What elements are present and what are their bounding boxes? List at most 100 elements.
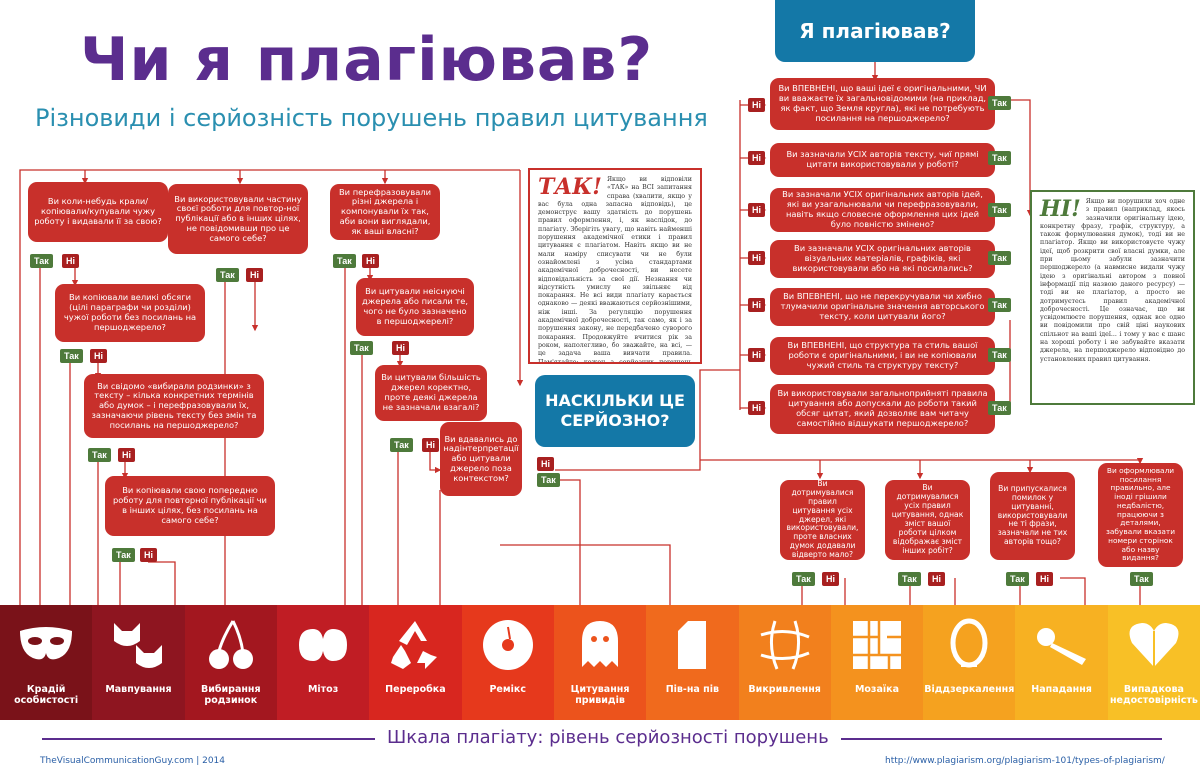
no-label: Ні xyxy=(748,98,765,112)
page-title: Чи я плагіював? xyxy=(80,25,654,95)
no-label: Ні xyxy=(90,349,107,363)
no-label: Ні xyxy=(748,348,765,362)
yes-label: Так xyxy=(1130,572,1153,586)
footer-source-link[interactable]: http://www.plagiarism.org/plagiarism-101… xyxy=(885,756,1165,766)
mosaic-icon xyxy=(847,615,907,675)
question-self-plagiarism: Ви копіювали свою попередню роботу для п… xyxy=(105,476,275,536)
no-note-heading: НІ! xyxy=(1040,196,1081,222)
recycle-icon xyxy=(385,615,445,675)
yes-note-text: Якщо ви відповіли «ТАК» на ВСІ запитання… xyxy=(538,176,692,364)
scale-item: Мозаїка xyxy=(830,605,924,720)
question-no-misinterpretation: Ви ВПЕВНЕНІ, що не перекручували чи хибн… xyxy=(770,288,995,326)
scale-item-label: Мавпування xyxy=(105,684,172,695)
did-i-plagiarize-header: Я плагіював? xyxy=(775,0,975,62)
yes-note: ТАК! Якщо ви відповіли «ТАК» на ВСІ запи… xyxy=(528,168,702,364)
scale-title: Шкала плагіату: рівень серйозності поруш… xyxy=(375,727,841,748)
distortion-icon xyxy=(755,615,815,675)
scale-item: Цитування привидів xyxy=(553,605,647,720)
scale-item: Ремікс xyxy=(461,605,554,720)
question-nonexistent-sources: Ви цитували неіснуючі джерела або писали… xyxy=(356,278,474,336)
mirror-icon xyxy=(939,615,999,675)
yes-label: Так xyxy=(333,254,356,268)
scale-item: Пів-на пів xyxy=(646,605,739,720)
scale-item-label: Мозаїка xyxy=(854,684,899,695)
question-out-of-context: Ви вдавались до надінтерпретації або цит… xyxy=(440,422,522,496)
scale-item-label: Цитування привидів xyxy=(570,684,630,706)
page-subtitle: Різновиди і серйозність порушень правил … xyxy=(35,104,708,132)
mask-icon xyxy=(16,615,76,675)
milk-carton-icon xyxy=(662,615,722,675)
no-label: Ні xyxy=(748,401,765,415)
scale-item-label: Мітоз xyxy=(307,684,339,695)
yes-label: Так xyxy=(792,572,815,586)
scale-item-label: Нападання xyxy=(1031,684,1092,695)
cherries-icon xyxy=(201,615,261,675)
scale-item: Викривлення xyxy=(738,605,831,720)
scale-item-label: Ремікс xyxy=(489,684,526,695)
question-cite-paraphrased-ideas: Ви зазначали УСІХ оригінальних авторів і… xyxy=(770,188,995,232)
no-label: Ні xyxy=(140,548,157,562)
no-label: Ні xyxy=(537,457,554,471)
no-label: Ні xyxy=(1036,572,1053,586)
yes-label: Так xyxy=(988,348,1011,362)
no-label: Ні xyxy=(822,572,839,586)
yes-label: Так xyxy=(988,96,1011,110)
question-copy-large-portions: Ви копіювали великі обсяги (цілі парагра… xyxy=(55,284,205,342)
plagiarism-scale: Крадій особистості Мавпування Вибирання ро… xyxy=(0,605,1200,720)
question-content-mirrors-others: Ви дотримувалися усіх правил цитування, … xyxy=(885,480,970,560)
scale-item-label: Віддзеркалення xyxy=(924,684,1015,695)
question-cite-visuals: Ви зазначали УСІХ оригінальних авторів в… xyxy=(770,240,995,278)
footer-credit: TheVisualCommunicationGuy.com | 2014 xyxy=(40,756,226,766)
yes-label: Так xyxy=(350,341,373,355)
no-note-text: Якщо ви порушили хоч одне з правил (напр… xyxy=(1040,198,1185,363)
yes-label: Так xyxy=(537,473,560,487)
question-reuse-own-work: Ви використовували частину своєї роботи … xyxy=(168,184,308,254)
yes-label: Так xyxy=(988,251,1011,265)
no-label: Ні xyxy=(422,438,439,452)
yes-label: Так xyxy=(988,401,1011,415)
question-original-structure: Ви ВПЕВНЕНІ, що структура та стиль вашої… xyxy=(770,337,995,375)
yes-label: Так xyxy=(1006,572,1029,586)
yes-label: Так xyxy=(30,254,53,268)
question-mostly-correct-citing: Ви цитували більшість джерел коректно, п… xyxy=(375,365,487,421)
scale-item-label: Випадкова недостовірність xyxy=(1109,684,1198,706)
yes-label: Так xyxy=(112,548,135,562)
scale-item: Переробка xyxy=(369,605,462,720)
yes-label: Так xyxy=(88,448,111,462)
question-cherry-picking: Ви свідомо «вибирали родзинки» з тексту … xyxy=(84,374,264,438)
no-label: Ні xyxy=(748,151,765,165)
yes-label: Так xyxy=(988,298,1011,312)
scale-item-label: Переробка xyxy=(385,684,446,695)
bat-icon xyxy=(1032,615,1092,675)
cats-icon xyxy=(108,615,168,675)
no-label: Ні xyxy=(246,268,263,282)
yes-label: Так xyxy=(60,349,83,363)
no-label: Ні xyxy=(748,298,765,312)
question-citation-rules: Ви використовували загальноприйняті прав… xyxy=(770,384,995,434)
scale-item-label: Викривлення xyxy=(748,684,821,695)
disc-icon xyxy=(478,615,538,675)
yes-label: Так xyxy=(390,438,413,452)
scale-item: Випадкова недостовірність xyxy=(1107,605,1200,720)
no-label: Ні xyxy=(62,254,79,268)
ghost-icon xyxy=(570,615,630,675)
scale-item-label: Крадій особистості xyxy=(14,684,79,706)
no-note: НІ! Якщо ви порушили хоч одне з правил (… xyxy=(1030,190,1195,405)
no-label: Ні xyxy=(362,254,379,268)
yes-label: Так xyxy=(216,268,239,282)
scale-item: Нападання xyxy=(1015,605,1108,720)
no-label: Ні xyxy=(748,251,765,265)
how-serious-box: НАСКІЛЬКИ ЦЕ СЕРЙОЗНО? xyxy=(535,375,695,447)
scale-item: Крадій особистості xyxy=(0,605,93,720)
no-label: Ні xyxy=(928,572,945,586)
scale-item: Мавпування xyxy=(92,605,185,720)
question-original-ideas: Ви ВПЕВНЕНІ, що ваші ідеї є оригінальним… xyxy=(770,78,995,130)
yes-label: Так xyxy=(988,203,1011,217)
no-label: Ні xyxy=(118,448,135,462)
scale-item: Віддзеркалення xyxy=(923,605,1016,720)
no-label: Ні xyxy=(392,341,409,355)
scale-item: Мітоз xyxy=(276,605,370,720)
question-few-own-thoughts: Ви дотримувалися правил цитування усіх д… xyxy=(780,479,865,560)
question-steal-work: Ви коли-небудь крали/копіювали/купували … xyxy=(28,182,168,242)
